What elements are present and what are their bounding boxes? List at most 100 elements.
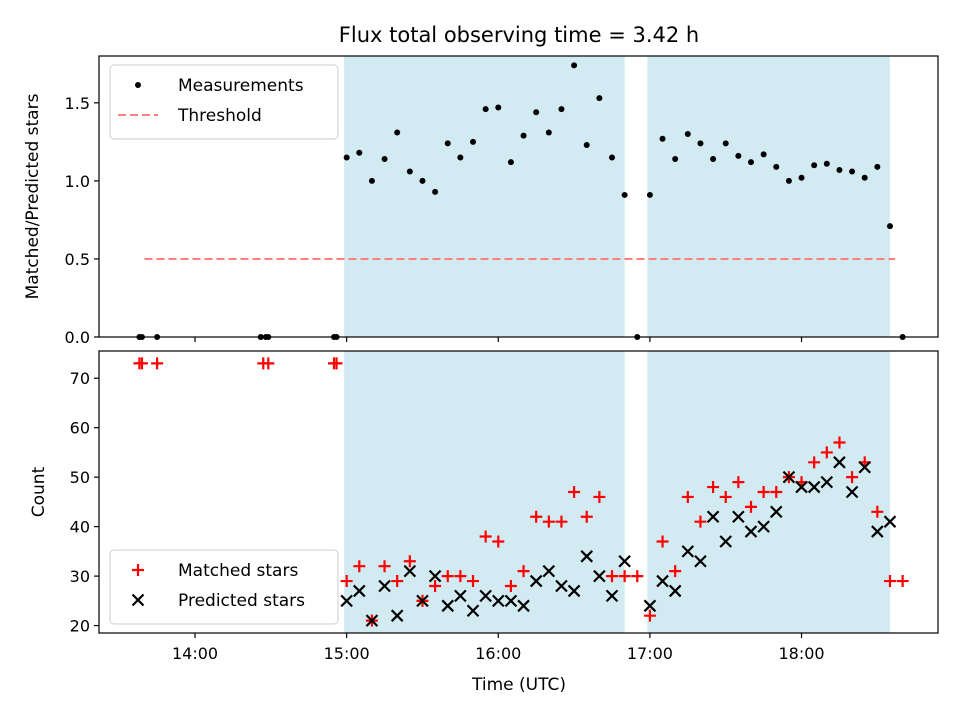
matched-star-point	[808, 456, 821, 469]
measurement-point	[520, 132, 527, 139]
y-tick-label: 20	[70, 617, 90, 636]
measurement-point	[760, 151, 767, 158]
predicted-star-point	[643, 599, 657, 613]
matched-star-point	[454, 570, 467, 583]
measurement-point	[672, 156, 679, 163]
matched-star-point	[580, 510, 593, 523]
predicted-star-point	[694, 554, 707, 568]
measurement-point	[621, 191, 628, 198]
measurement-point	[773, 163, 780, 170]
predicted-star-point	[504, 594, 518, 608]
measurement-point	[886, 223, 893, 230]
predicted-star-point	[845, 485, 859, 499]
legend-marker-plus	[132, 564, 144, 576]
matched-star-point	[479, 530, 492, 543]
predicted-star-point	[618, 554, 631, 568]
matched-star-point	[330, 357, 343, 370]
legend-box	[109, 549, 339, 625]
predicted-star-point	[883, 515, 897, 528]
matched-star-point	[643, 609, 656, 622]
predicted-star-point	[479, 589, 492, 603]
x-tick-label: 14:00	[172, 644, 218, 663]
measurement-point	[583, 141, 590, 148]
predicted-star-point	[807, 480, 821, 494]
top-panel: 0.0 0.5 1.0 1.5 Matched/Predicted stars Measu…	[23, 55, 939, 347]
matched-star-point	[593, 490, 606, 503]
x-tick-label: 16:00	[475, 644, 521, 663]
matched-star-point	[606, 570, 619, 583]
predicted-star-point	[719, 535, 733, 548]
measurement-point	[356, 149, 363, 156]
matched-star-point	[429, 580, 442, 592]
matched-star-point	[530, 510, 543, 523]
predicted-star-point	[732, 510, 745, 524]
measurement-point	[697, 140, 704, 147]
measurement-point	[811, 162, 818, 169]
measurement-point	[495, 104, 502, 111]
predicted-star-point	[492, 594, 505, 608]
legend-box	[109, 64, 339, 140]
y-axis-label: Matched/Predicted stars	[23, 93, 43, 299]
legend-marker-x	[131, 593, 145, 607]
matched-star-point	[568, 486, 581, 498]
predicted-star-point	[365, 614, 379, 627]
y-tick-label: 0.0	[65, 328, 90, 347]
matched-star-point	[517, 565, 530, 578]
measurement-point	[470, 138, 477, 145]
measurement-point	[747, 159, 754, 166]
matched-star-point	[441, 570, 454, 583]
matched-star-point	[681, 490, 694, 503]
predicted-star-point	[390, 609, 404, 622]
predicted-star-point	[795, 480, 808, 494]
measurement-point	[823, 160, 830, 167]
matched-star-point	[378, 560, 391, 573]
matched-star-point	[467, 575, 480, 588]
matched-star-point	[757, 486, 770, 498]
measurement-point	[507, 159, 514, 166]
predicted-star-point	[605, 589, 619, 603]
predicted-star-point	[833, 456, 846, 469]
observing-span-shade	[344, 351, 625, 633]
predicted-star-point	[820, 475, 834, 489]
axes-frame	[98, 55, 939, 338]
measurement-point	[406, 168, 413, 175]
y-tick-label: 1.0	[65, 172, 90, 191]
matched-star-point	[820, 446, 833, 459]
predicted-star-point	[466, 604, 480, 618]
measurement-point	[646, 191, 653, 198]
matched-star-point	[656, 535, 669, 548]
y-tick-label: 50	[70, 468, 90, 487]
measurement-point	[861, 174, 868, 181]
predicted-star-point	[769, 505, 783, 519]
observing-span-shade	[647, 56, 890, 337]
predicted-star-point	[428, 569, 442, 583]
predicted-star-point	[858, 460, 871, 474]
measurement-point	[849, 168, 856, 175]
predicted-star-point	[353, 584, 366, 598]
matched-star-point	[340, 575, 353, 588]
y-axis-label: Count	[29, 466, 49, 517]
measurement-point	[381, 156, 388, 163]
x-tick-label: 15:00	[324, 644, 370, 663]
matched-star-point	[492, 535, 505, 548]
measurement-point	[343, 154, 350, 161]
legend-label: Matched stars	[178, 561, 298, 581]
measurement-point	[684, 131, 691, 138]
predicted-star-point	[744, 525, 758, 538]
legend-marker-dot	[135, 82, 141, 88]
measurement-point	[798, 174, 805, 181]
predicted-star-point	[656, 574, 669, 588]
predicted-star-point	[529, 574, 543, 588]
measurement-point	[722, 140, 729, 147]
matched-star-point	[391, 575, 404, 588]
predicted-star-point	[555, 579, 568, 593]
matched-star-point	[833, 436, 846, 449]
predicted-star-point	[378, 579, 391, 593]
measurement-point	[394, 129, 401, 136]
matched-star-point	[542, 515, 555, 528]
y-tick-label: 40	[70, 518, 90, 537]
measurement-point	[432, 188, 439, 195]
matched-star-point	[883, 575, 896, 588]
predicted-star-point	[668, 584, 682, 598]
measurement-point	[785, 177, 792, 184]
